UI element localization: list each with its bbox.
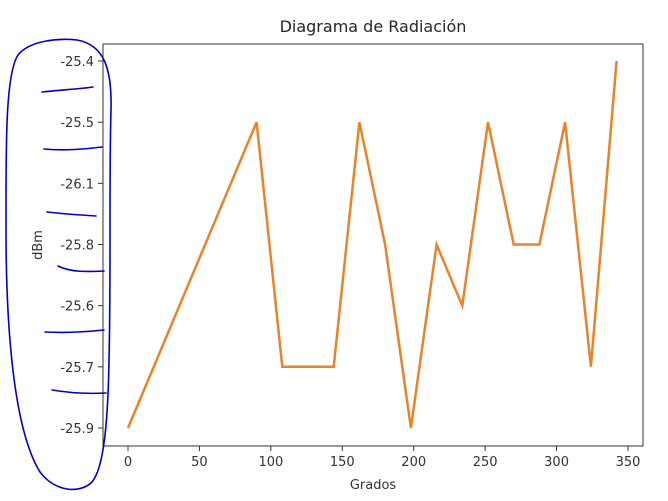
plot-area bbox=[102, 43, 644, 447]
x-tick-label: 200 bbox=[401, 455, 426, 470]
y-tick-label: -25.4 bbox=[60, 55, 94, 70]
x-tick-label: 150 bbox=[330, 455, 355, 470]
x-tick-label: 0 bbox=[124, 455, 132, 470]
y-tick-label: -25.5 bbox=[60, 116, 94, 131]
chart-title: Diagrama de Radiación bbox=[280, 17, 467, 36]
y-axis-label: dBm bbox=[31, 230, 46, 260]
x-tick-label: 300 bbox=[544, 455, 569, 470]
y-axis-ticks: -25.4 -25.5 -26.1 -25.8 -25.6 -25.7 -25.9 bbox=[60, 55, 103, 437]
y-tick-label: -25.6 bbox=[60, 300, 94, 315]
x-tick-label: 250 bbox=[473, 455, 498, 470]
y-tick-label: -25.7 bbox=[60, 361, 94, 376]
y-tick-label: -25.8 bbox=[60, 239, 94, 254]
x-axis-label: Grados bbox=[350, 478, 397, 493]
hand-drawn-annotation bbox=[5, 38, 112, 491]
x-tick-label: 50 bbox=[191, 455, 208, 470]
data-series-line bbox=[126, 60, 618, 429]
y-tick-label: -26.1 bbox=[60, 177, 94, 192]
x-tick-label: 350 bbox=[616, 455, 641, 470]
x-tick-label: 100 bbox=[258, 455, 283, 470]
y-tick-label: -25.9 bbox=[60, 422, 94, 437]
x-axis-ticks: 0 50 100 150 200 250 300 350 bbox=[124, 446, 641, 470]
